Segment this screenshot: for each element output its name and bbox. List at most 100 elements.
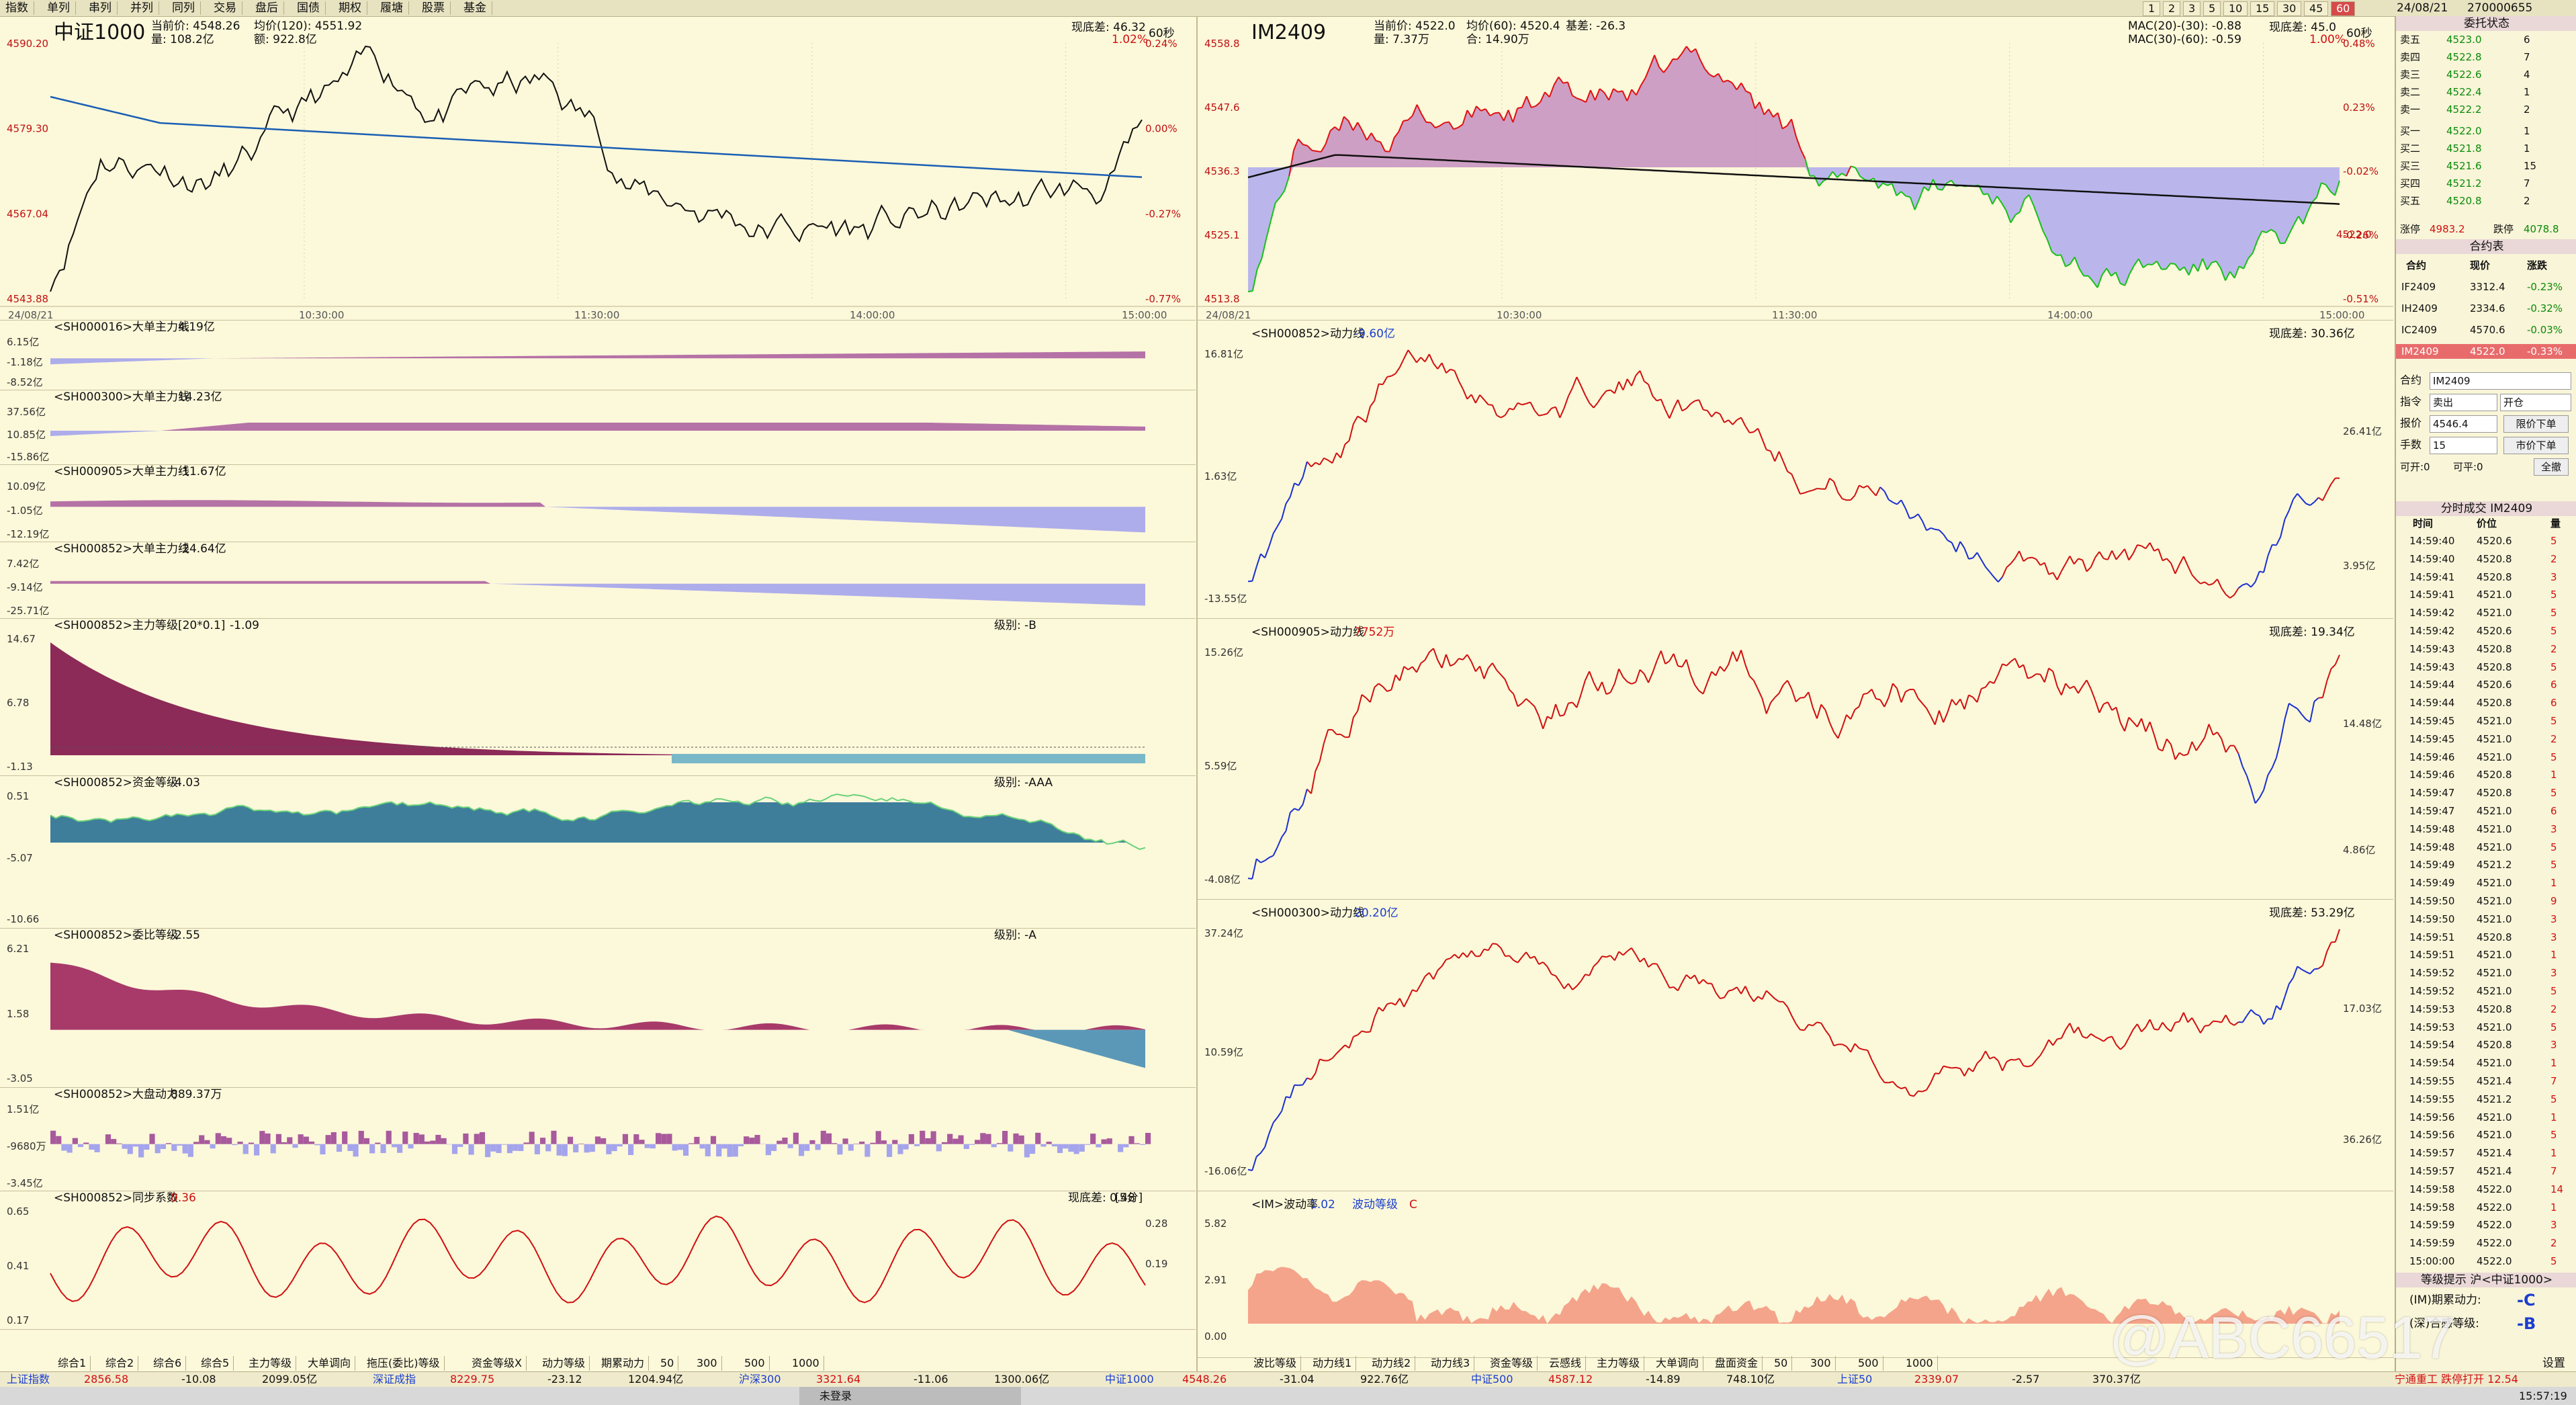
- contract-row[interactable]: IC2409 4570.6 -0.03%: [2396, 323, 2576, 337]
- contract-row[interactable]: IM2409 4522.0 -0.33%: [2396, 344, 2576, 359]
- right-indicator-pane-3[interactable]: <IM>波动率 1.02 波动等级 C 5.82 2.91 0.00: [1198, 1191, 2393, 1358]
- left-indicator-pane-1[interactable]: <SH000300>大单主力线 14.23亿 37.56亿 10.85亿 -15.86亿: [0, 390, 1196, 465]
- period-button-3[interactable]: 3: [2183, 1, 2201, 16]
- left-indicator-pane-5[interactable]: <SH000852>资金等级 -4.03 级别: -AAA 0.51 -5.07 -10.…: [0, 775, 1196, 929]
- status-item-12[interactable]: 中证1000: [1105, 1373, 1154, 1386]
- left-indicator-pane-8[interactable]: <SH000852>同步系数 0.36 现底差: 0.48 [5分] 0.65 0.41 0…: [0, 1191, 1196, 1330]
- left-indicator-pane-3[interactable]: <SH000852>大单主力线 -24.64亿 7.42亿 -9.14亿 -25.71亿: [0, 542, 1196, 619]
- power-line-segment: [1315, 462, 1321, 466]
- order-book-row[interactable]: 买二 4521.8 1: [2396, 141, 2576, 156]
- period-button-5[interactable]: 5: [2203, 1, 2221, 16]
- left-indicator-pane-0[interactable]: <SH000016>大单主力线 4.19亿 6.15亿 -1.18亿 -8.52亿: [0, 320, 1196, 390]
- indicator-tab-1[interactable]: 综合2: [101, 1356, 139, 1371]
- top-tab-1[interactable]: 单列: [42, 1, 76, 15]
- period-button-45[interactable]: 45: [2304, 1, 2329, 16]
- left-indicator-pane-4[interactable]: <SH000852>主力等级[20*0.1] -1.09 级别: -B 14.67 6.…: [0, 618, 1196, 776]
- status-item-0[interactable]: 上证指数: [7, 1373, 50, 1386]
- indicator-tab-5[interactable]: 大单调向: [304, 1356, 356, 1371]
- status-item-8[interactable]: 沪深300: [739, 1373, 781, 1386]
- period-button-15[interactable]: 15: [2250, 1, 2275, 16]
- top-tab-5[interactable]: 交易: [208, 1, 242, 15]
- indicator-tab-13[interactable]: 1000: [788, 1356, 824, 1371]
- indicator-tab-7[interactable]: 大单调向: [1652, 1356, 1704, 1371]
- order-book-row[interactable]: 卖五 4523.0 6: [2396, 32, 2576, 47]
- power-line-segment: [1685, 659, 1691, 675]
- indicator-tab-12[interactable]: 1000: [1902, 1356, 1938, 1371]
- indicator-tab-10[interactable]: 50: [656, 1356, 679, 1371]
- left-indicator-pane-7[interactable]: <SH000852>大盘动力 889.37万 1.51亿 -9680万 -3.45亿: [0, 1087, 1196, 1191]
- status-item-16[interactable]: 中证500: [1471, 1373, 1513, 1386]
- period-button-60[interactable]: 60: [2331, 1, 2356, 16]
- indicator-tab-11[interactable]: 500: [1854, 1356, 1883, 1371]
- tick-cell: 4521.0: [2477, 841, 2512, 853]
- indicator-tab-6[interactable]: 主力等级: [1593, 1356, 1645, 1371]
- indicator-tab-9[interactable]: 期累动力: [597, 1356, 650, 1371]
- offset-select[interactable]: 开仓: [2500, 394, 2571, 411]
- top-tab-0[interactable]: 指数: [0, 1, 34, 15]
- limit-order-button[interactable]: 限价下单: [2503, 415, 2569, 433]
- top-tab-8[interactable]: 期权: [333, 1, 367, 15]
- top-tab-3[interactable]: 并列: [125, 1, 159, 15]
- order-book-row[interactable]: 卖三 4522.6 4: [2396, 67, 2576, 82]
- direction-select[interactable]: 卖出: [2430, 394, 2497, 411]
- cancel-all-button[interactable]: 全撤: [2534, 458, 2569, 476]
- im2409-intraday-chart[interactable]: IM2409 当前价: 4522.0 均价(60): 4520.4 基差: -2…: [1198, 16, 2393, 321]
- indicator-tab-3[interactable]: 综合5: [197, 1356, 234, 1371]
- indicator-tab-2[interactable]: 动力线2: [1368, 1356, 1416, 1371]
- indicator-plot: [50, 500, 1145, 533]
- order-book-row[interactable]: 买四 4521.2 7: [2396, 176, 2576, 191]
- quantity-input[interactable]: 15: [2430, 437, 2497, 454]
- indicator-tab-6[interactable]: 拖压(委比)等级: [363, 1356, 445, 1371]
- indicator-tab-2[interactable]: 综合6: [149, 1356, 187, 1371]
- top-tab-7[interactable]: 国债: [292, 1, 326, 15]
- order-book-row[interactable]: 卖四 4522.8 7: [2396, 50, 2576, 65]
- csi1000-intraday-chart[interactable]: 中证1000 当前价: 4548.26 均价(120): 4551.92 量: …: [0, 16, 1196, 321]
- indicator-tab-10[interactable]: 300: [1806, 1356, 1836, 1371]
- period-button-2[interactable]: 2: [2163, 1, 2181, 16]
- right-indicator-pane-2[interactable]: <SH000300>动力线 20.20亿 现底差: 53.29亿 37.24亿 10.5…: [1198, 899, 2393, 1191]
- period-button-1[interactable]: 1: [2143, 1, 2161, 16]
- account-display[interactable]: 270000655: [2467, 1, 2533, 15]
- top-tab-9[interactable]: 履塘: [375, 1, 409, 15]
- indicator-tab-11[interactable]: 300: [693, 1356, 722, 1371]
- contract-row[interactable]: IF2409 3312.4 -0.23%: [2396, 280, 2576, 294]
- settings-button[interactable]: 设置: [2542, 1357, 2565, 1370]
- power-bar: [705, 1144, 711, 1156]
- indicator-tab-4[interactable]: 资金等级: [1486, 1356, 1538, 1371]
- contract-select[interactable]: IM2409: [2430, 372, 2571, 390]
- order-book-row[interactable]: 卖一 4522.2 2: [2396, 102, 2576, 117]
- status-item-20[interactable]: 上证50: [1837, 1373, 1873, 1386]
- left-indicator-pane-2[interactable]: <SH000905>大单主力线 -11.67亿 10.09亿 -1.05亿 -12.19…: [0, 464, 1196, 542]
- indicator-tab-0[interactable]: 波比等级: [1249, 1356, 1302, 1371]
- status-item-4[interactable]: 深证成指: [373, 1373, 416, 1386]
- top-tab-6[interactable]: 盘后: [250, 1, 284, 15]
- top-tab-4[interactable]: 同列: [167, 1, 201, 15]
- order-book-row[interactable]: 买三 4521.6 15: [2396, 159, 2576, 173]
- order-book-row[interactable]: 买一 4522.0 1: [2396, 124, 2576, 138]
- period-button-10[interactable]: 10: [2223, 1, 2248, 16]
- order-book-row[interactable]: 买五 4520.8 2: [2396, 194, 2576, 208]
- indicator-tab-1[interactable]: 动力线1: [1308, 1356, 1357, 1371]
- indicator-tab-5[interactable]: 云感线: [1545, 1356, 1587, 1371]
- indicator-tab-9[interactable]: 50: [1770, 1356, 1793, 1371]
- taskbar-app[interactable]: 未登录: [799, 1387, 1021, 1405]
- right-indicator-pane-1[interactable]: <SH000905>动力线 7752万 现底差: 19.34亿 15.26亿 5.59亿…: [1198, 618, 2393, 900]
- top-tab-2[interactable]: 串列: [83, 1, 118, 15]
- period-button-30[interactable]: 30: [2277, 1, 2302, 16]
- indicator-tab-4[interactable]: 主力等级: [245, 1356, 297, 1371]
- power-bar: [506, 1144, 513, 1154]
- indicator-tab-8[interactable]: 盘面资金: [1711, 1356, 1763, 1371]
- market-order-button[interactable]: 市价下单: [2503, 437, 2569, 454]
- indicator-tab-7[interactable]: 资金等级X: [468, 1356, 527, 1371]
- indicator-tab-3[interactable]: 动力线3: [1427, 1356, 1475, 1371]
- indicator-tab-8[interactable]: 动力等级: [538, 1356, 590, 1371]
- top-tab-10[interactable]: 股票: [416, 1, 451, 15]
- indicator-tab-0[interactable]: 综合1: [54, 1356, 91, 1371]
- contract-row[interactable]: IH2409 2334.6 -0.32%: [2396, 301, 2576, 316]
- left-indicator-pane-6[interactable]: <SH000852>委比等级 -2.55 级别: -A 6.21 1.58 -3.05: [0, 928, 1196, 1088]
- top-tab-11[interactable]: 基金: [458, 1, 492, 15]
- order-book-row[interactable]: 卖二 4522.4 1: [2396, 85, 2576, 99]
- indicator-tab-12[interactable]: 500: [740, 1356, 770, 1371]
- right-indicator-pane-0[interactable]: <SH000852>动力线 -9.60亿 现底差: 30.36亿 16.81亿 1.63…: [1198, 320, 2393, 619]
- price-input[interactable]: 4546.4: [2430, 415, 2497, 433]
